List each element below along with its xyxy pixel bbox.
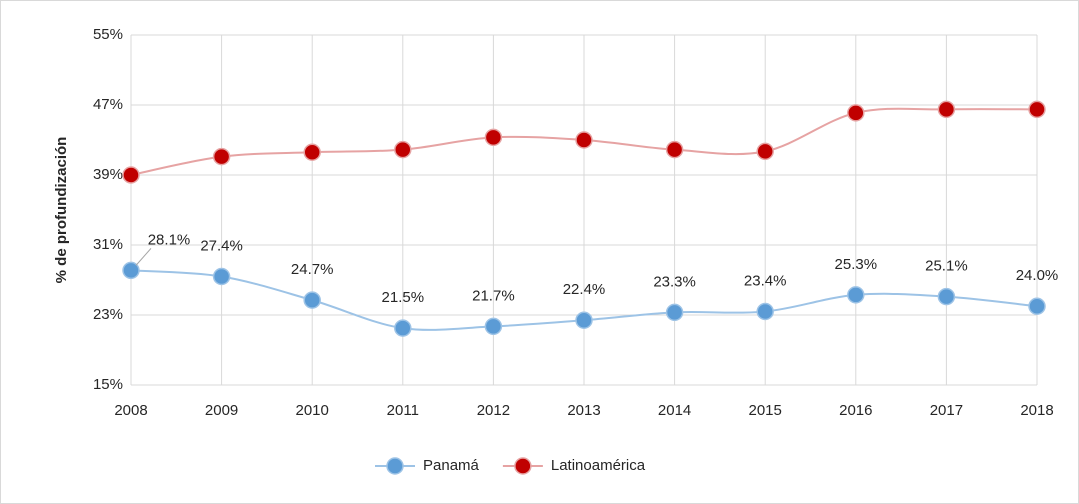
- data-point: [303, 143, 321, 161]
- data-point: [122, 166, 140, 184]
- x-tick-label: 2010: [296, 402, 329, 419]
- data-label: 28.1%: [148, 231, 191, 248]
- legend-label: Latinoamérica: [551, 457, 646, 474]
- y-tick-label: 55%: [93, 26, 123, 43]
- data-point: [394, 319, 412, 337]
- data-point: [847, 104, 865, 122]
- legend-marker: [514, 457, 532, 475]
- data-label: 21.5%: [382, 289, 425, 306]
- data-label: 23.4%: [744, 272, 787, 289]
- x-tick-label: 2011: [387, 402, 419, 419]
- data-point: [122, 261, 140, 280]
- data-point: [484, 317, 503, 336]
- data-point: [756, 302, 774, 321]
- y-tick-label: 47%: [93, 96, 123, 113]
- data-point: [756, 142, 774, 161]
- data-point: [394, 140, 412, 159]
- data-point: [665, 140, 684, 159]
- data-point: [484, 128, 503, 147]
- data-point: [212, 147, 231, 166]
- data-point: [575, 131, 593, 149]
- data-label: 22.4%: [563, 281, 606, 298]
- data-point: [1028, 100, 1046, 119]
- x-tick-label: 2012: [477, 402, 510, 419]
- data-point: [1028, 297, 1046, 315]
- data-label: 24.0%: [1016, 267, 1059, 284]
- data-point: [575, 311, 593, 329]
- y-tick-label: 31%: [93, 236, 123, 253]
- data-label: 27.4%: [200, 237, 243, 254]
- legend-label: Panamá: [423, 457, 480, 474]
- data-point: [847, 286, 865, 304]
- x-tick-label: 2016: [839, 402, 872, 419]
- x-tick-label: 2014: [658, 402, 691, 419]
- y-tick-label: 15%: [93, 376, 123, 393]
- data-label: 23.3%: [653, 273, 696, 290]
- leader-line: [135, 248, 152, 266]
- y-tick-label: 23%: [93, 306, 123, 323]
- data-point: [212, 267, 231, 286]
- data-label: 21.7%: [472, 287, 515, 304]
- x-tick-label: 2013: [567, 402, 600, 419]
- data-label: 24.7%: [291, 261, 334, 278]
- y-axis-label: % de profundización: [53, 137, 70, 284]
- legend-marker: [386, 457, 404, 475]
- x-tick-label: 2009: [205, 402, 238, 419]
- x-tick-label: 2008: [114, 402, 147, 419]
- data-label: 25.3%: [835, 256, 878, 273]
- data-point: [303, 291, 321, 309]
- y-tick-label: 39%: [93, 166, 123, 183]
- x-tick-label: 2018: [1020, 402, 1053, 419]
- x-tick-label: 2015: [749, 402, 782, 419]
- data-label: 25.1%: [925, 258, 968, 275]
- data-point: [665, 303, 684, 322]
- data-point: [937, 100, 956, 119]
- x-tick-label: 2017: [930, 402, 963, 419]
- data-point: [937, 287, 956, 306]
